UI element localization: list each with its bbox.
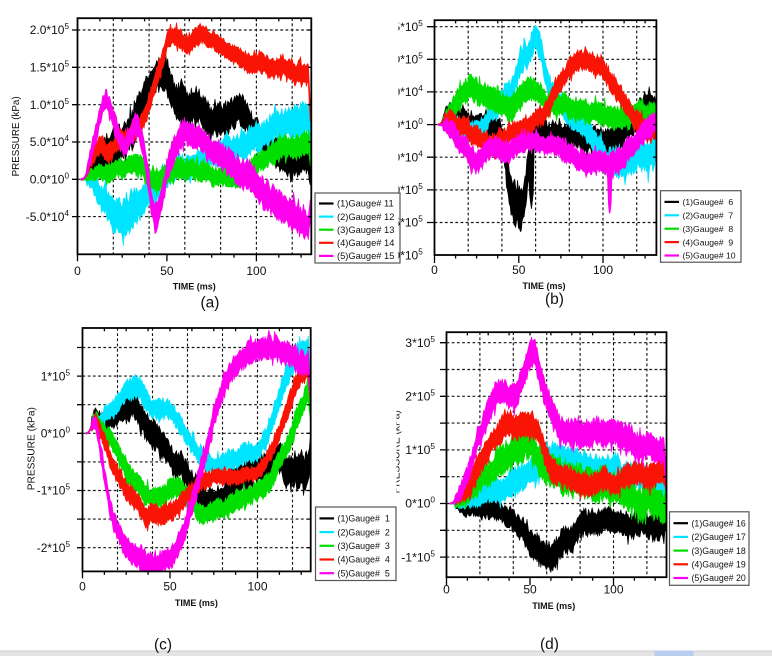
svg-text:(3)Gauge# 8: (3)Gauge# 8 xyxy=(683,224,734,234)
svg-text:(b): (b) xyxy=(545,291,564,308)
svg-text:-1*105: -1*105 xyxy=(401,548,435,564)
svg-text:100: 100 xyxy=(247,580,267,594)
svg-text:(5)Gauge# 20: (5)Gauge# 20 xyxy=(692,573,746,583)
svg-text:1*105: 1*105 xyxy=(405,441,435,457)
svg-text:0: 0 xyxy=(443,583,450,597)
svg-text:-5.0*104: -5.0*104 xyxy=(380,149,424,164)
svg-text:(c): (c) xyxy=(154,637,172,654)
svg-text:TIME (ms): TIME (ms) xyxy=(173,281,216,291)
svg-text:PRESSURE (kPa): PRESSURE (kPa) xyxy=(27,407,38,490)
svg-text:1.5*105: 1.5*105 xyxy=(384,19,424,34)
svg-text:(2)Gauge# 17: (2)Gauge# 17 xyxy=(692,532,746,542)
svg-text:1.5*105: 1.5*105 xyxy=(30,60,70,75)
svg-text:100: 100 xyxy=(603,583,623,597)
svg-text:0: 0 xyxy=(74,264,81,278)
svg-text:50: 50 xyxy=(512,263,526,277)
svg-text:0.0*100: 0.0*100 xyxy=(30,172,70,187)
svg-text:(4)Gauge# 14: (4)Gauge# 14 xyxy=(337,238,394,248)
svg-text:0.0*100: 0.0*100 xyxy=(384,117,424,132)
svg-text:5.0*104: 5.0*104 xyxy=(384,84,424,99)
svg-text:(1)Gauge# 1: (1)Gauge# 1 xyxy=(338,514,390,524)
svg-text:0*100: 0*100 xyxy=(41,426,71,441)
svg-text:5.0*104: 5.0*104 xyxy=(30,134,70,149)
svg-text:100: 100 xyxy=(593,263,613,277)
svg-text:(2)Gauge# 2: (2)Gauge# 2 xyxy=(338,527,390,537)
svg-text:0: 0 xyxy=(79,580,86,594)
svg-text:-2.0*105: -2.0*105 xyxy=(380,247,424,262)
svg-text:50: 50 xyxy=(163,580,177,594)
svg-text:(1)Gauge# 16: (1)Gauge# 16 xyxy=(692,518,746,528)
svg-text:TIME (ms): TIME (ms) xyxy=(522,281,565,291)
svg-text:-1.5*105: -1.5*105 xyxy=(380,215,424,230)
svg-text:(3)Gauge# 18: (3)Gauge# 18 xyxy=(692,546,746,556)
svg-text:50: 50 xyxy=(523,583,537,597)
svg-text:(4)Gauge# 19: (4)Gauge# 19 xyxy=(692,560,746,570)
svg-text:1*105: 1*105 xyxy=(41,368,71,383)
svg-text:(5)Gauge# 15: (5)Gauge# 15 xyxy=(337,251,394,261)
svg-text:(4)Gauge# 9: (4)Gauge# 9 xyxy=(683,237,734,247)
svg-text:3*105: 3*105 xyxy=(405,334,435,350)
svg-text:-1.0*105: -1.0*105 xyxy=(380,182,424,197)
svg-text:(3)Gauge# 3: (3)Gauge# 3 xyxy=(338,541,390,551)
svg-text:TIME (ms): TIME (ms) xyxy=(175,598,218,608)
svg-text:1.0*105: 1.0*105 xyxy=(30,97,70,112)
svg-text:1.0*105: 1.0*105 xyxy=(384,52,424,67)
svg-text:PRESSURE (kPa): PRESSURE (kPa) xyxy=(392,410,403,493)
svg-text:0: 0 xyxy=(431,263,438,277)
svg-text:(1)Gauge# 6: (1)Gauge# 6 xyxy=(683,197,734,207)
svg-text:(d): (d) xyxy=(540,636,559,653)
svg-text:(5)Gauge# 5: (5)Gauge# 5 xyxy=(338,568,390,578)
svg-text:(a): (a) xyxy=(201,295,220,312)
svg-text:2*105: 2*105 xyxy=(405,388,435,404)
svg-text:-2*105: -2*105 xyxy=(37,540,71,555)
svg-text:0*100: 0*100 xyxy=(405,495,435,511)
svg-text:(3)Gauge# 13: (3)Gauge# 13 xyxy=(337,225,394,235)
svg-text:PRESSURE (kPa): PRESSURE (kPa) xyxy=(11,96,22,176)
svg-text:-5.0*104: -5.0*104 xyxy=(26,209,70,224)
svg-text:50: 50 xyxy=(160,264,174,278)
svg-text:TIME (ms): TIME (ms) xyxy=(532,601,575,611)
svg-text:100: 100 xyxy=(246,264,266,278)
svg-text:(1)Gauge# 11: (1)Gauge# 11 xyxy=(337,199,394,209)
svg-text:2.0*105: 2.0*105 xyxy=(30,22,70,37)
svg-text:(2)Gauge# 7: (2)Gauge# 7 xyxy=(683,211,734,221)
svg-text:(5)Gauge# 10: (5)Gauge# 10 xyxy=(683,251,736,261)
svg-text:-1*105: -1*105 xyxy=(37,483,71,498)
svg-text:(4)Gauge# 4: (4)Gauge# 4 xyxy=(338,555,390,565)
svg-text:(2)Gauge# 12: (2)Gauge# 12 xyxy=(337,212,394,222)
